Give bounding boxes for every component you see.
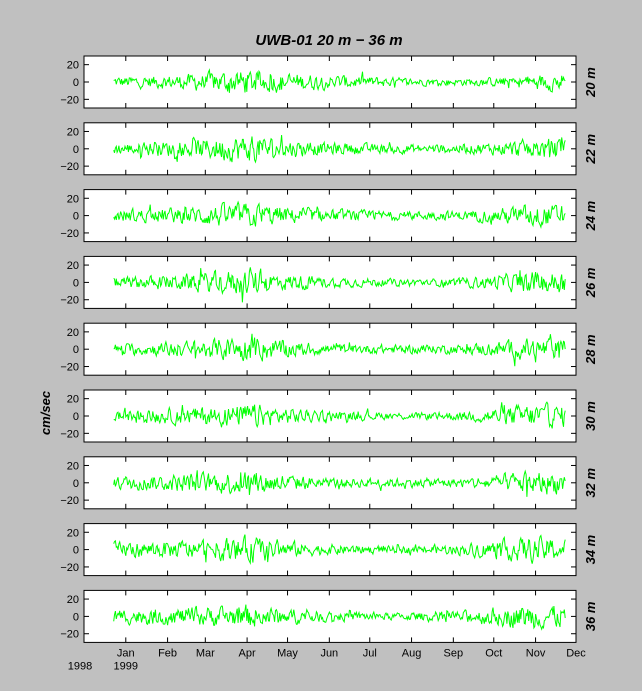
panel: 20 0 −20 20 m <box>60 55 598 109</box>
x-axis: Jan Feb Mar Apr May Jun Jul Aug Sep Oct Nov Dec 1998… <box>68 647 587 672</box>
y-tick-label: −20 <box>60 362 79 374</box>
year-label: 1999 <box>114 660 138 672</box>
y-tick-label: 0 <box>73 478 79 490</box>
series-line <box>113 469 566 497</box>
x-tick-label: Feb <box>158 647 177 659</box>
series-line <box>113 604 566 631</box>
y-tick-label: 0 <box>73 611 79 623</box>
panel: 20 0 −20 36 m <box>60 589 598 643</box>
x-tick-label: Jul <box>363 647 377 659</box>
y-tick-label: 20 <box>67 394 79 406</box>
series-line <box>113 134 566 164</box>
depth-label: 22 m <box>583 134 598 165</box>
y-tick-label: −20 <box>60 228 79 240</box>
depth-label: 26 m <box>583 267 598 298</box>
year-label: 1998 <box>68 660 92 672</box>
y-tick-label: 20 <box>67 60 79 72</box>
panels: 20 0 −20 20 m 20 0 −20 22 m 20 0 −20 24 m 20 0 −20 26 m… <box>60 55 598 643</box>
x-tick-label: May <box>277 647 298 659</box>
y-tick-label: −20 <box>60 295 79 307</box>
depth-label: 32 m <box>583 468 598 498</box>
y-tick-label: −20 <box>60 94 79 106</box>
series-line <box>113 534 566 566</box>
series-line <box>113 333 566 367</box>
x-tick-label: Sep <box>444 647 464 659</box>
y-tick-label: 0 <box>73 411 79 423</box>
panel: 20 0 −20 26 m <box>60 255 598 309</box>
y-tick-label: 20 <box>67 460 79 472</box>
x-tick-label: Aug <box>402 647 422 659</box>
y-tick-label: −20 <box>60 161 79 173</box>
x-tick-label: Oct <box>485 647 502 659</box>
y-tick-label: 0 <box>73 211 79 223</box>
x-tick-label: Dec <box>566 647 586 659</box>
plot-area <box>83 589 577 643</box>
y-tick-label: −20 <box>60 629 79 641</box>
y-tick-label: 0 <box>73 144 79 156</box>
y-tick-label: 0 <box>73 344 79 356</box>
x-tick-label: Jun <box>320 647 338 659</box>
y-tick-label: 20 <box>67 193 79 205</box>
chart-title: UWB-01 20 m − 36 m <box>255 32 402 49</box>
x-tick-label: Mar <box>196 647 215 659</box>
y-tick-label: −20 <box>60 562 79 574</box>
y-axis-label: cm/sec <box>38 390 53 435</box>
series-line <box>113 200 566 230</box>
y-tick-label: 20 <box>67 527 79 539</box>
depth-label: 36 m <box>583 601 598 631</box>
y-tick-label: 20 <box>67 327 79 339</box>
y-tick-label: −20 <box>60 428 79 440</box>
panel: 20 0 −20 22 m <box>60 122 598 176</box>
y-tick-label: 0 <box>73 545 79 557</box>
depth-label: 30 m <box>583 401 598 431</box>
y-tick-label: 0 <box>73 277 79 289</box>
x-tick-label: Apr <box>239 647 256 659</box>
panel: 20 0 −20 34 m <box>60 523 598 577</box>
panel: 20 0 −20 30 m <box>60 389 598 443</box>
panel: 20 0 −20 32 m <box>60 456 598 510</box>
panel: 20 0 −20 28 m <box>60 322 598 376</box>
y-tick-label: 20 <box>67 126 79 138</box>
panel: 20 0 −20 24 m <box>60 189 598 243</box>
y-tick-label: 0 <box>73 77 79 89</box>
depth-label: 34 m <box>583 534 598 564</box>
depth-label: 28 m <box>583 334 598 365</box>
series-line <box>113 401 566 429</box>
x-tick-label: Jan <box>117 647 135 659</box>
y-tick-label: 20 <box>67 594 79 606</box>
series-line <box>113 68 566 93</box>
depth-label: 20 m <box>583 67 598 98</box>
series-line <box>113 267 566 303</box>
y-tick-label: 20 <box>67 260 79 272</box>
plot-area <box>83 189 577 243</box>
depth-label: 24 m <box>583 200 598 231</box>
y-tick-label: −20 <box>60 495 79 507</box>
x-tick-label: Nov <box>526 647 546 659</box>
